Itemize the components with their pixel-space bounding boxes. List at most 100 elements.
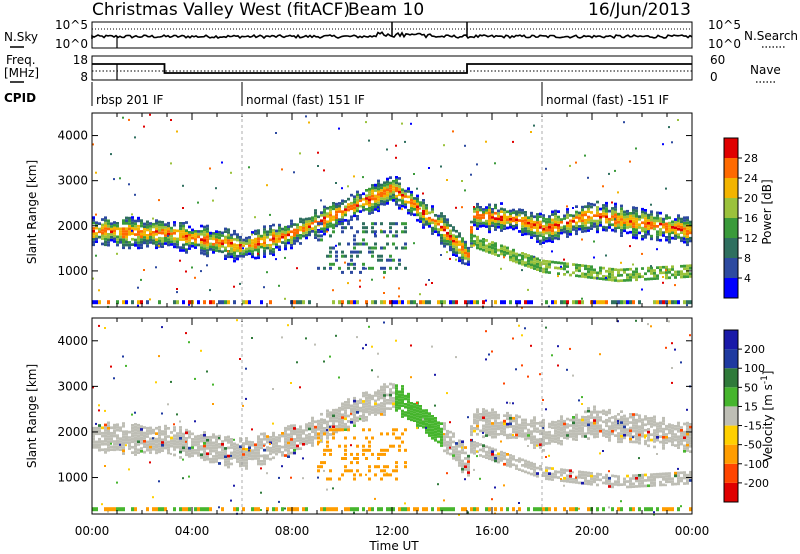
heat-cell	[533, 259, 536, 262]
heat-cell	[587, 206, 589, 209]
heat-cell	[224, 449, 227, 453]
heat-cell	[608, 209, 611, 213]
heat-cell	[497, 223, 500, 226]
heat-cell	[617, 274, 620, 277]
heat-cell	[134, 439, 137, 443]
heat-cell	[149, 429, 152, 432]
heat-cell	[575, 274, 578, 278]
heat-cell	[512, 457, 515, 461]
heat-cell	[422, 507, 425, 512]
heat-cell	[647, 436, 650, 439]
heat-cell	[647, 221, 650, 225]
heat-cell	[107, 438, 110, 441]
heat-cell	[665, 214, 668, 217]
heat-cell	[668, 320, 670, 323]
heat-cell	[350, 201, 353, 205]
heat-cell	[479, 222, 482, 225]
heat-cell	[245, 448, 248, 451]
heat-cell	[491, 422, 494, 425]
power-heatmap	[92, 113, 692, 309]
heat-cell	[533, 231, 536, 235]
heat-cell	[584, 221, 587, 225]
heat-cell	[287, 452, 290, 456]
heat-cell	[416, 415, 419, 418]
heat-cell	[620, 507, 623, 512]
heat-cell	[386, 407, 389, 410]
heat-cell	[548, 477, 551, 481]
heat-cell	[587, 210, 590, 213]
heat-cell	[185, 332, 187, 335]
heat-cell	[152, 442, 155, 446]
heat-cell	[182, 443, 185, 447]
heat-cell	[482, 413, 485, 417]
heat-cell	[203, 439, 206, 442]
heat-cell	[494, 454, 497, 457]
heat-cell	[179, 431, 182, 435]
heat-cell	[599, 353, 601, 356]
heat-cell	[452, 234, 455, 237]
heat-cell	[371, 278, 373, 281]
heat-cell	[323, 360, 325, 363]
heat-cell	[575, 413, 578, 417]
heat-cell	[413, 197, 416, 200]
heat-cell	[677, 471, 680, 475]
power-ylabel: Slant Range [km]	[25, 160, 39, 264]
heat-cell	[524, 261, 527, 264]
heat-cell	[368, 440, 371, 444]
heat-cell	[683, 430, 686, 434]
heat-cell	[389, 396, 392, 400]
heat-cell	[362, 347, 364, 350]
heat-cell	[353, 209, 356, 212]
heat-cell	[131, 218, 134, 222]
heat-cell	[611, 209, 614, 213]
heat-cell	[593, 419, 596, 422]
heat-cell	[296, 444, 299, 448]
heat-cell	[440, 233, 443, 237]
heat-cell	[182, 446, 185, 450]
heat-cell	[650, 265, 652, 268]
heat-cell	[485, 445, 488, 449]
heat-cell	[617, 320, 619, 323]
heat-cell	[689, 433, 692, 437]
heat-cell	[377, 406, 380, 409]
heat-cell	[227, 457, 230, 461]
heat-cell	[491, 430, 494, 433]
heat-cell	[353, 198, 356, 201]
heat-cell	[287, 447, 290, 450]
heat-cell	[602, 434, 605, 437]
heat-cell	[320, 418, 323, 421]
colorbar-tick-label: 4	[744, 272, 751, 285]
heat-cell	[320, 423, 323, 427]
heat-cell	[473, 220, 476, 224]
heat-cell	[458, 450, 461, 454]
heat-cell	[476, 416, 479, 420]
heat-cell	[446, 429, 449, 433]
heat-cell	[203, 455, 206, 459]
heat-cell	[293, 432, 296, 436]
heat-cell	[383, 276, 385, 279]
heat-cell	[365, 394, 368, 397]
heat-cell	[131, 216, 134, 219]
heat-cell	[413, 300, 416, 305]
heat-cell	[185, 507, 188, 512]
heat-cell	[398, 258, 401, 262]
heat-cell	[239, 282, 241, 285]
heat-cell	[197, 434, 200, 438]
heat-cell	[503, 414, 506, 417]
heat-cell	[206, 457, 209, 461]
heat-cell	[440, 236, 443, 240]
heat-cell	[563, 436, 566, 439]
heat-cell	[647, 417, 650, 420]
heat-cell	[215, 454, 218, 458]
heat-cell	[131, 426, 134, 430]
heat-cell	[158, 228, 161, 232]
heat-cell	[257, 240, 260, 243]
heat-cell	[218, 233, 221, 237]
heat-cell	[449, 243, 452, 246]
heat-cell	[260, 245, 263, 249]
heat-cell	[449, 439, 452, 442]
heat-cell	[581, 429, 584, 433]
heat-cell	[326, 431, 329, 435]
heat-cell	[347, 420, 350, 423]
heat-cell	[647, 422, 650, 426]
